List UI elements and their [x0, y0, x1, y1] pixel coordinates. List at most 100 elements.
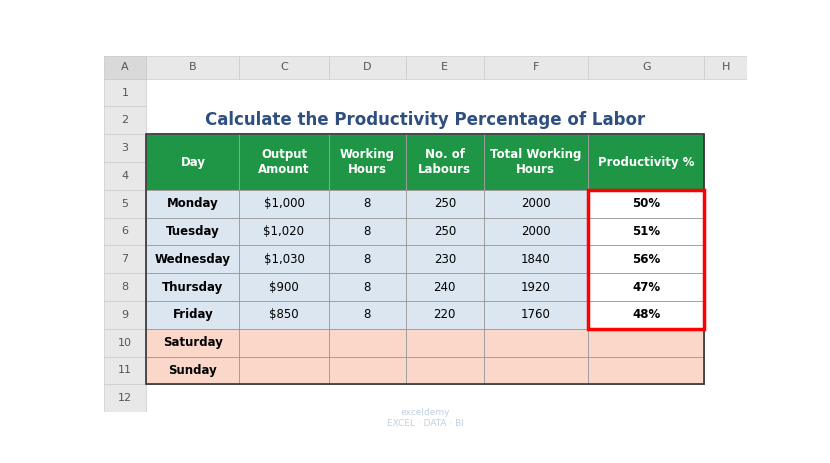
Text: 8: 8 — [364, 253, 371, 266]
Bar — [239, 301, 329, 329]
Text: Thursday: Thursday — [162, 281, 223, 294]
Bar — [406, 357, 484, 384]
Text: 250: 250 — [433, 197, 456, 210]
Text: 4: 4 — [121, 171, 129, 181]
Bar — [588, 190, 705, 218]
Text: 6: 6 — [121, 226, 129, 237]
Text: 50%: 50% — [632, 197, 661, 210]
Bar — [329, 357, 406, 384]
Bar — [406, 190, 484, 218]
Text: 1840: 1840 — [521, 253, 550, 266]
Bar — [588, 273, 705, 301]
Text: 7: 7 — [121, 254, 129, 264]
Bar — [146, 357, 239, 384]
Bar — [146, 56, 239, 79]
Text: 5: 5 — [121, 199, 129, 209]
Bar — [406, 56, 484, 79]
Bar — [104, 218, 146, 245]
Text: D: D — [363, 62, 372, 72]
Text: 8: 8 — [364, 281, 371, 294]
Bar — [484, 134, 588, 190]
Text: 9: 9 — [121, 310, 129, 320]
Bar — [104, 357, 146, 384]
Bar — [588, 357, 705, 384]
Bar — [104, 162, 146, 190]
Text: 48%: 48% — [632, 308, 661, 321]
Text: Wednesday: Wednesday — [155, 253, 231, 266]
Bar — [146, 134, 239, 190]
Text: 2000: 2000 — [521, 197, 550, 210]
Bar — [146, 301, 239, 329]
Bar — [406, 273, 484, 301]
Bar — [588, 301, 705, 329]
Bar — [484, 218, 588, 245]
Bar — [104, 56, 146, 79]
Text: 12: 12 — [118, 393, 132, 403]
Bar — [104, 245, 146, 273]
Text: exceldemy
EXCEL · DATA · BI: exceldemy EXCEL · DATA · BI — [387, 408, 464, 428]
Bar — [146, 56, 705, 412]
Text: 8: 8 — [364, 225, 371, 238]
Text: G: G — [642, 62, 651, 72]
Bar — [329, 273, 406, 301]
Bar — [146, 245, 239, 273]
Bar — [484, 190, 588, 218]
Text: Saturday: Saturday — [163, 336, 222, 349]
Bar — [146, 329, 239, 357]
Bar — [104, 134, 146, 162]
Bar — [588, 245, 705, 273]
Text: F: F — [533, 62, 539, 72]
Text: H: H — [721, 62, 730, 72]
Bar — [239, 190, 329, 218]
Text: 220: 220 — [433, 308, 456, 321]
Bar — [588, 190, 705, 329]
Text: 3: 3 — [121, 143, 129, 153]
Text: 1920: 1920 — [521, 281, 551, 294]
Text: $850: $850 — [269, 308, 299, 321]
Bar — [239, 329, 329, 357]
Bar — [104, 301, 146, 329]
Bar — [406, 329, 484, 357]
Bar — [406, 245, 484, 273]
Bar — [329, 190, 406, 218]
Bar — [104, 190, 146, 218]
Text: A: A — [121, 62, 129, 72]
Bar — [146, 273, 239, 301]
Bar — [239, 218, 329, 245]
Bar — [329, 56, 406, 79]
Text: Friday: Friday — [173, 308, 213, 321]
Bar — [104, 273, 146, 301]
Bar — [588, 218, 705, 245]
Bar — [239, 357, 329, 384]
Text: $1,020: $1,020 — [263, 225, 305, 238]
Text: 2000: 2000 — [521, 225, 550, 238]
Text: B: B — [189, 62, 197, 72]
Text: 230: 230 — [433, 253, 456, 266]
Bar — [484, 245, 588, 273]
Bar — [588, 134, 705, 190]
Text: 2: 2 — [121, 115, 129, 125]
Text: 8: 8 — [364, 308, 371, 321]
Bar — [146, 190, 239, 218]
Bar — [406, 301, 484, 329]
Bar — [329, 134, 406, 190]
Bar — [329, 301, 406, 329]
Text: 8: 8 — [364, 197, 371, 210]
Bar — [104, 56, 146, 79]
Text: 8: 8 — [121, 282, 129, 292]
Bar — [588, 56, 705, 79]
Text: Tuesday: Tuesday — [166, 225, 220, 238]
Bar — [104, 329, 146, 357]
Bar — [329, 329, 406, 357]
Text: $1,000: $1,000 — [263, 197, 305, 210]
Text: Sunday: Sunday — [168, 364, 217, 377]
Bar — [406, 134, 484, 190]
Text: 51%: 51% — [632, 225, 661, 238]
Bar — [104, 106, 146, 134]
Text: 47%: 47% — [632, 281, 661, 294]
Text: C: C — [280, 62, 288, 72]
Bar — [104, 79, 146, 106]
Text: 240: 240 — [433, 281, 456, 294]
Text: $1,030: $1,030 — [263, 253, 305, 266]
Bar — [484, 273, 588, 301]
